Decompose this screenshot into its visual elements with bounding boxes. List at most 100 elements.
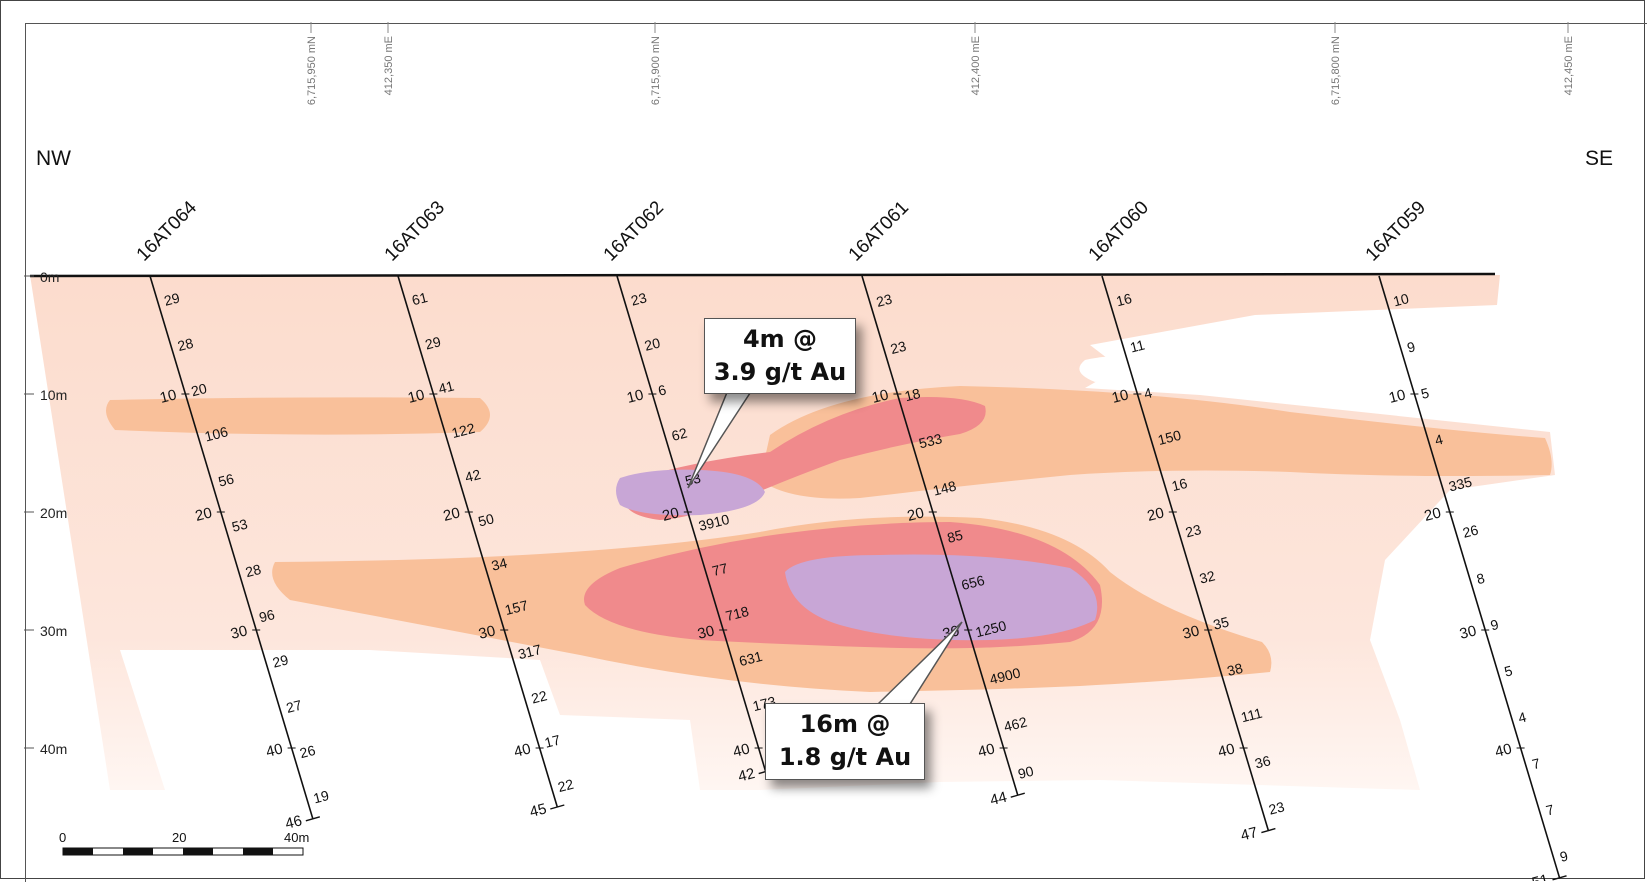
assay-value: 42: [463, 466, 482, 485]
assay-value: 148: [931, 477, 958, 498]
assay-value: 3910: [697, 511, 731, 534]
grid-coordinate-label: 412,450 mE: [1563, 36, 1575, 95]
drill-trace: [1101, 275, 1270, 831]
assay-value: 18: [903, 385, 922, 404]
trace-depth-label: 20: [1422, 504, 1442, 525]
total-depth-label: 47: [1239, 824, 1259, 845]
scale-bar: [62, 847, 304, 856]
assay-value: 62: [670, 425, 689, 444]
total-depth-label: 42: [736, 765, 756, 786]
assay-value: 29: [423, 333, 442, 352]
trace-depth-label: 20: [441, 504, 461, 525]
callout-2-line1: 16m @: [799, 710, 891, 738]
trace-depth-label: 10: [625, 386, 645, 407]
map-border: [25, 23, 1647, 882]
trace-depth-label: 30: [229, 622, 249, 643]
hole-id-label: 16AT063: [381, 197, 449, 265]
assay-value: 56: [217, 470, 236, 489]
assay-value: 5: [1419, 384, 1431, 401]
assay-value: 656: [960, 572, 987, 593]
trace-depth-label: 30: [1458, 622, 1478, 643]
drill-trace: [149, 275, 314, 820]
total-depth-label: 51: [1530, 871, 1550, 881]
trace-depth-label: 10: [870, 386, 890, 407]
assay-value: 20: [189, 380, 208, 399]
assay-value: 9: [1558, 847, 1570, 864]
grid-coordinate-label: 412,400 mE: [970, 36, 982, 95]
assay-value: 335: [1447, 473, 1474, 494]
depth-label: 10m: [40, 387, 67, 403]
assay-value: 26: [1461, 521, 1480, 540]
trace-depth-label: 10: [1387, 386, 1407, 407]
assay-value: 53: [230, 516, 249, 535]
assay-value: 19: [312, 787, 331, 806]
assay-value: 50: [477, 510, 496, 529]
end-of-hole-tick: [1261, 827, 1276, 834]
depth-ticks: 0m 10m 20m 30m 40m: [24, 269, 67, 757]
high-grade-zone-upper: [616, 469, 765, 516]
end-of-hole-tick: [1010, 792, 1025, 798]
trace-depth-label: 10: [1110, 386, 1130, 407]
intercept-callout-2: 16m @ 1.8 g/t Au: [765, 703, 925, 780]
trace-depth-label: 40: [512, 740, 532, 761]
grid-coordinate-label: 6,715,950 mN: [306, 36, 318, 105]
assay-value: 61: [410, 289, 429, 308]
total-depth-label: 46: [284, 812, 304, 833]
assay-value: 11: [1128, 336, 1146, 355]
grid-coordinate-label: 6,715,900 mN: [650, 36, 662, 105]
assay-value: 23: [1184, 521, 1203, 540]
assay-value: 317: [516, 641, 543, 662]
assay-value: 85: [945, 527, 964, 546]
assay-value: 718: [724, 603, 751, 624]
assay-value: 122: [450, 420, 477, 441]
end-of-hole-tick: [305, 816, 321, 822]
assay-value: 5: [1503, 662, 1515, 679]
assay-value: 4: [1433, 431, 1445, 448]
trace-depth-label: 20: [1145, 504, 1165, 525]
depth-label: 40m: [40, 741, 67, 757]
assay-value: 631: [737, 648, 764, 669]
assay-value: 111: [1239, 705, 1264, 726]
trace-depth-label: 20: [193, 504, 213, 525]
assay-value: 7: [1530, 755, 1542, 772]
scale-label-20: 20: [172, 830, 187, 845]
callout-1-line2: 3.9 g/t Au: [713, 358, 847, 386]
assay-value: 29: [271, 651, 290, 670]
assay-value: 6: [656, 381, 668, 398]
trace-depth-label: 40: [1493, 740, 1513, 761]
trace-depth-label: 20: [660, 504, 680, 525]
assay-value: 36: [1253, 752, 1272, 771]
drill-trace: [397, 275, 559, 808]
intercept-callout-1: 4m @ 3.9 g/t Au: [704, 318, 856, 394]
grid-ticks: 6,715,950 mN 412,350 mE 6,715,900 mN 412,40…: [306, 22, 1575, 105]
depth-label: 0m: [40, 269, 59, 285]
trace-depth-label: 30: [1181, 622, 1201, 643]
assay-value: 22: [530, 687, 549, 706]
assay-value: 16: [1114, 290, 1133, 309]
grid-coordinate-label: 412,350 mE: [383, 36, 395, 95]
assay-value: 41: [437, 377, 456, 396]
assay-value: 90: [1016, 763, 1035, 782]
hole-id-label: 16AT061: [845, 197, 913, 265]
low-grade-zone-upper-left: [106, 397, 490, 435]
trace-depth-label: 40: [731, 740, 751, 761]
assay-value: 32: [1198, 567, 1217, 586]
assay-value: 533: [917, 430, 944, 451]
assay-value: 462: [1002, 713, 1029, 734]
hole-id-label: 16AT059: [1362, 197, 1430, 265]
callout-1-line1: 4m @: [742, 325, 818, 353]
grid-coordinate-label: 6,715,800 mN: [1330, 36, 1342, 105]
trace-depth-label: 10: [406, 386, 426, 407]
trace-depth-label: 40: [976, 740, 996, 761]
assay-value: 4: [1516, 709, 1528, 726]
assay-value: 23: [1267, 798, 1286, 817]
assay-value: 29: [162, 289, 181, 308]
assay-value: 4900: [988, 664, 1022, 687]
assay-value: 35: [1212, 614, 1231, 633]
assay-value: 34: [490, 554, 509, 573]
drill-trace: [1378, 275, 1561, 879]
assay-value: 150: [1156, 427, 1183, 448]
end-of-hole-tick: [1552, 875, 1567, 881]
assay-value: 22: [556, 776, 575, 795]
